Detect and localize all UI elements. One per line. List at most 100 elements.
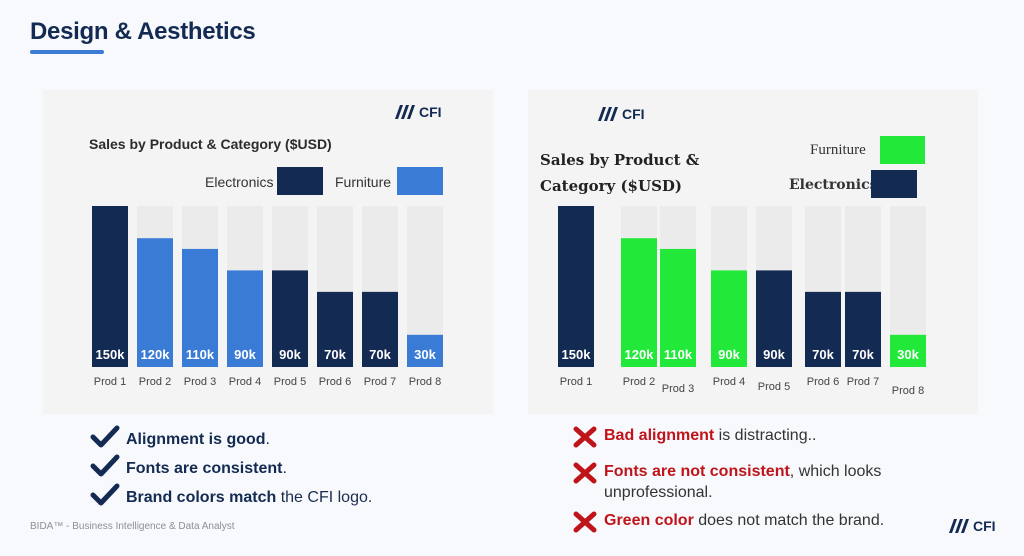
cross-icon [572,425,602,454]
legend-label-furniture: Furniture [335,174,392,190]
good-chart-panel: CFI Sales by Product & Category ($USD) E… [43,90,493,414]
title-underline [30,50,104,54]
bar [272,270,308,367]
category-label: Prod 3 [662,383,694,395]
cross-icon [572,510,602,539]
good-point-text: the CFI logo. [276,488,373,506]
good-point-highlight: Fonts are consistent [126,459,283,477]
data-label: 120k [625,347,655,362]
category-label: Prod 4 [229,376,261,388]
good-point-text: . [282,459,287,477]
good-points-list: Alignment is good. Fonts are consistent.… [90,425,372,512]
cfi-logo: CFI [598,106,645,122]
good-point-highlight: Brand colors match [126,488,277,506]
chart-title-line-1: Sales by Product & [540,151,700,169]
cfi-logo-icon [395,105,415,119]
bad-point: Fonts are not consistent, which looks un… [572,461,912,503]
cross-icon [572,461,602,490]
category-label: Prod 1 [560,376,592,388]
category-label: Prod 5 [274,376,306,388]
cfi-logo-text: CFI [973,518,996,534]
bar [845,291,881,367]
bad-bar-chart: 150k Prod 1 120k Prod 2 110k Prod 3 90k Prod 4 9… [558,206,926,397]
bar [92,206,128,367]
data-label: 70k [812,347,834,362]
legend-swatch-electronics [277,167,323,195]
category-label: Prod 5 [758,381,790,393]
category-label: Prod 2 [139,376,171,388]
bar [558,206,594,367]
cfi-logo-text: CFI [622,106,645,122]
bar [660,248,696,367]
bar [756,270,792,367]
data-label: 70k [369,347,391,362]
footer-text: BIDA™ - Business Intelligence & Data Ana… [30,521,235,532]
category-label: Prod 8 [409,376,441,388]
bad-point-text: , which looks unprofessional. [604,463,882,501]
category-label: Prod 2 [623,376,655,388]
bad-point: Bad alignment is distracting.. [572,425,912,454]
bad-chart-panel: CFI Sales by Product & Category ($USD) F… [528,90,978,414]
data-label: 90k [279,347,301,362]
data-label: 150k [562,347,592,362]
checkmark-icon [90,483,120,512]
bad-points-list: Bad alignment is distracting.. Fonts are… [572,425,912,546]
bar [317,291,353,367]
bad-point-highlight: Green color [604,512,694,529]
category-label: Prod 1 [94,376,126,388]
bar [407,334,443,367]
bar [182,248,218,367]
chart-title: Sales by Product & Category ($USD) [89,136,332,152]
cfi-logo-text: CFI [419,104,442,120]
data-label: 150k [96,347,126,362]
cfi-footer-logo: CFI [949,518,996,534]
bar [227,270,263,367]
good-point: Fonts are consistent. [90,454,372,483]
data-label: 110k [186,347,215,362]
cfi-logo-icon [949,519,969,533]
data-label: 70k [324,347,346,362]
bad-point-text: is distracting.. [714,427,817,444]
data-label: 110k [664,347,693,362]
cfi-logo-icon [598,107,618,121]
good-point: Brand colors match the CFI logo. [90,483,372,512]
category-label: Prod 8 [892,385,924,397]
bad-point-highlight: Fonts are not consistent [604,463,790,480]
category-label: Prod 4 [713,376,745,388]
legend-swatch-furniture [397,167,443,195]
data-label: 120k [141,347,171,362]
page-title: Design & Aesthetics [30,18,256,45]
bad-point-highlight: Bad alignment [604,427,715,444]
bar [137,238,173,367]
category-label: Prod 6 [807,376,839,388]
good-point: Alignment is good. [90,425,372,454]
bar [805,291,841,367]
category-label: Prod 7 [364,376,396,388]
data-label: 90k [234,347,256,362]
category-label: Prod 3 [184,376,216,388]
bar [621,238,657,367]
data-label: 90k [718,347,740,362]
good-point-highlight: Alignment is good [126,430,266,448]
data-label: 30k [414,347,436,362]
bar [711,270,747,367]
legend-swatch-electronics [871,170,917,198]
bad-point: Green color does not match the brand. [572,510,912,539]
good-bar-chart: 150k Prod 1 120k Prod 2 110k Prod 3 90k Prod 4 9… [92,206,443,388]
chart-title: Sales by Product & Category ($USD) [540,147,699,199]
legend-label-furniture: Furniture [810,142,866,158]
good-point-text: . [265,430,270,448]
checkmark-icon [90,454,120,483]
cfi-logo: CFI [395,104,442,120]
bad-point-text: does not match the brand. [693,512,885,529]
data-label: 30k [897,347,919,362]
chart-title-line-2: Category ($USD) [540,177,683,195]
legend-swatch-furniture [880,136,925,164]
checkmark-icon [90,425,120,454]
data-label: 70k [852,347,874,362]
category-label: Prod 7 [847,376,879,388]
category-label: Prod 6 [319,376,351,388]
bar [362,291,398,367]
legend-label-electronics: Electronics [789,177,878,193]
legend-label-electronics: Electronics [205,174,274,190]
